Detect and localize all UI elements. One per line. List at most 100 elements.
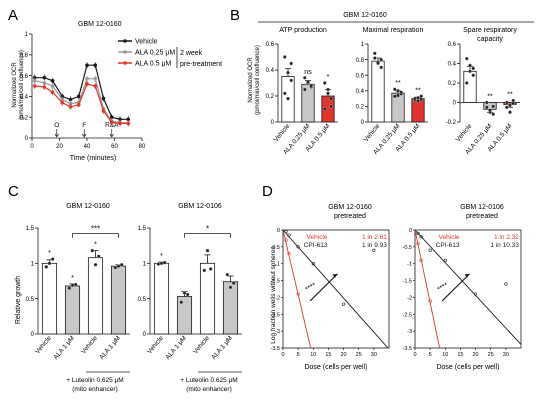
panel-b-max-point <box>376 60 380 65</box>
panel-a-xlabel: Time (minutes) <box>70 155 116 162</box>
panel-d-0160-legend-freq: 1 in 9.93 <box>362 242 387 249</box>
panel-c-0160-sig-bracket <box>72 233 119 238</box>
panel-c-0160-point <box>47 261 52 266</box>
panel-d-ylabel: Log fraction wells without spheres <box>270 245 277 343</box>
panel-c-0160-category-label: ALA 1 μM <box>98 335 122 361</box>
panel-d-0160-y-tick-label: -3.5 <box>271 346 280 352</box>
panel-d-0160-point <box>311 262 315 266</box>
panel-b-spare-point <box>484 100 489 105</box>
legend-label-vehicle: Vehicle <box>135 39 158 46</box>
panel-c-0106-category-label: Vehicle <box>146 334 165 355</box>
panel-a-injection-arrowhead <box>54 133 59 138</box>
panel-d-0106-y-tick-label: -0.5 <box>403 245 412 251</box>
panel-c-0106-bar <box>222 281 239 335</box>
panel-c-0160-point <box>44 265 49 269</box>
panel-d-0106-point <box>419 258 423 262</box>
panel-b-atp-y-tick-label: 0.4 <box>266 68 275 74</box>
panel-d-0106-x-tick-label: 10 <box>442 352 448 358</box>
panel-b-max-significance: ** <box>395 80 401 87</box>
panel-a-y-tick-label: 0.4 <box>20 95 29 101</box>
panel-a-point <box>42 81 47 85</box>
panel-d-0106-x-tick-label: 20 <box>473 352 479 358</box>
panel-d-plot: GBM 12-0160 pretreated 0 -0.5 -1 -1.5 -2 -2.5 -3… <box>271 204 522 358</box>
panel-b-atp-point <box>306 79 310 84</box>
panel-b-atp-point <box>326 91 330 96</box>
panel-d-0106-shift-stars: **** <box>437 282 450 294</box>
panel-c-0160-point <box>119 262 124 267</box>
panel-d-0160-point <box>341 302 346 306</box>
panel-c-footnote-left-2: (mito enhancer) <box>72 386 118 393</box>
panel-c-0106-point <box>231 281 236 285</box>
panel-d-0160-y-tick-label: -2 <box>275 295 280 301</box>
panel-b-spare-y-tick-label: -0.2 <box>446 120 457 126</box>
panel-b-subtitle-spare-1: Spare respiratory <box>463 27 517 34</box>
panel-a-point <box>50 84 55 88</box>
panel-a-legend: Vehicle ALA 0.25 μM ALA 0.5 μM 2 week pr… <box>118 39 222 68</box>
panel-d-0160-point <box>287 233 291 237</box>
panel-b-max-y-tick-label: 0.4 <box>356 89 365 95</box>
panel-a-injection-arrowhead <box>109 133 114 138</box>
panel-d-0106-y-tick-label: -1.5 <box>403 279 412 285</box>
panel-d-0106-x-tick-label: 0 <box>413 352 416 358</box>
panel-a-point <box>32 84 37 88</box>
panel-b-max-y-tick-label: 0 <box>361 120 365 126</box>
panel-b-atp-y-tick-label: 0 <box>271 120 275 126</box>
panel-d-0106-legend-freq: 1 in 10.33 <box>490 242 519 249</box>
panel-b-max-category-label: Vehicle <box>363 122 382 143</box>
panel-d-0106-point <box>504 282 508 286</box>
panel-d-0160-point <box>284 238 288 242</box>
panel-d-0106-y-tick-label: 0 <box>409 228 412 234</box>
panel-a-title: GBM 12-0160 <box>78 21 122 28</box>
legend-note-1: 2 week <box>180 50 203 57</box>
panel-b-atp-point <box>286 96 290 101</box>
panel-d-0106-y-tick-label: -2.5 <box>403 312 412 318</box>
panel-b-atp-significance: * <box>327 74 330 81</box>
panel-c-0160-bar <box>87 257 104 335</box>
panel-c-0106-y-tick-label: 1.5 <box>138 226 147 232</box>
panel-a-injection-label: O <box>54 122 59 129</box>
panel-a-y-tick-label: 0.2 <box>20 115 29 121</box>
panel-c-0160-point <box>73 282 78 287</box>
panel-d-0106-y-tick-label: -3 <box>407 329 412 335</box>
panel-b-spare-point <box>511 101 516 106</box>
panel-c-0160-point <box>96 254 101 259</box>
panel-c-0106-point <box>208 267 213 271</box>
panel-a-point <box>76 102 81 107</box>
panel-a-point <box>126 117 131 122</box>
panel-b-max-point <box>412 96 417 101</box>
panel-a-y-tick-label: 0.6 <box>20 74 29 80</box>
panel-c-footnote-right-2: (mito enhancer) <box>186 386 232 393</box>
panel-a-injection-arrowhead <box>82 133 87 138</box>
panel-b-max-point <box>392 94 397 99</box>
panel-d-0160-shift-arrow <box>309 273 338 302</box>
panel-b-spare-category-label: Vehicle <box>455 122 474 143</box>
panel-c-0106-point <box>156 262 161 266</box>
panel-b-spare-point <box>508 110 512 115</box>
panel-c-0160-bar <box>110 265 127 335</box>
panel-c-0106-point <box>205 248 210 253</box>
panel-d-0160-y-tick-label: -1.5 <box>271 279 280 285</box>
panel-d-0106-legend-name: CPI-613 <box>436 242 460 249</box>
panel-b-max-point <box>396 93 400 98</box>
panel-d-0106-frame <box>414 229 522 349</box>
panel-c-0106-bar <box>153 262 170 335</box>
panel-b-max-point <box>379 57 384 62</box>
panel-b-max-point <box>399 90 404 95</box>
panel-b-subtitle-atp: ATP production <box>279 27 327 34</box>
panel-a-point <box>60 100 65 105</box>
panel-b-spare-point <box>491 112 496 117</box>
panel-d-0160-fit-line <box>282 229 389 349</box>
panel-c-0160-title: GBM 12-0160 <box>66 203 110 210</box>
panel-b-max-point <box>372 51 377 56</box>
panel-a-plot: 0 0.2 0.4 0.6 0.8 1 0 20 40 60 80 O F R&A <box>20 32 146 150</box>
panel-b-spare-point <box>464 56 469 61</box>
panel-letter-b: B <box>230 7 240 24</box>
panel-d-xlabel-left: Dose (cells per well) <box>304 364 367 371</box>
panel-c-0106-point <box>202 268 207 273</box>
panel-b-subtitle-max: Maximal respiration <box>363 27 424 34</box>
panel-c-0106-sig-bracket <box>184 233 231 238</box>
panel-a-point <box>76 94 81 99</box>
panel-a-point <box>93 84 98 88</box>
panel-a-injection-label: F <box>82 122 86 129</box>
